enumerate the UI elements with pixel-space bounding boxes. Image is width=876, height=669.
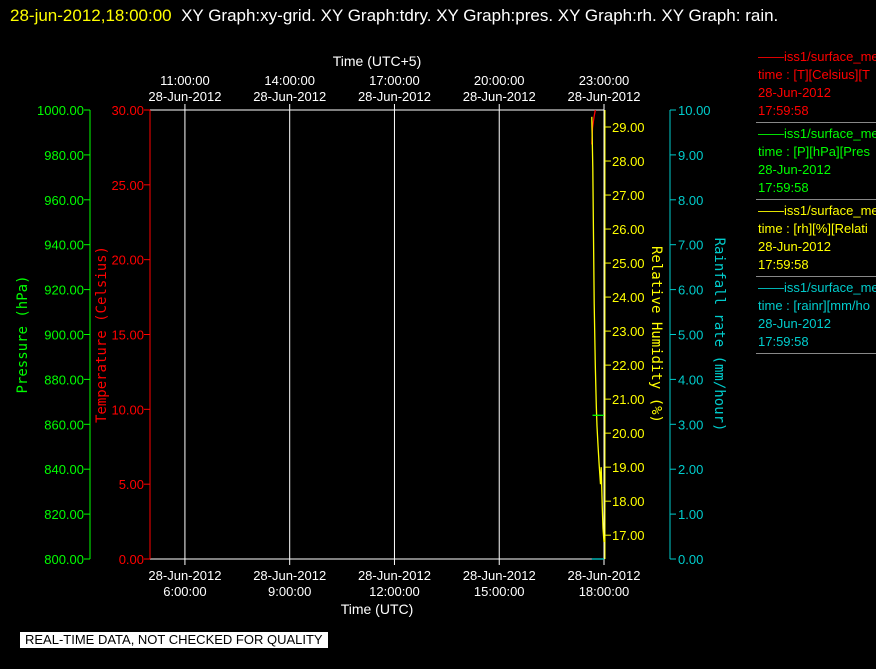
x-top-tick-label: 17:00:00 <box>369 73 420 88</box>
graph-title: 28-jun-2012,18:00:00 XY Graph:xy-grid. X… <box>10 2 850 30</box>
x-tick-label: 28-Jun-2012 <box>463 568 536 583</box>
rain-tick-label: 7.00 <box>678 238 703 253</box>
legend-line: ——iss1/surface_me <box>758 203 876 218</box>
rain-tick-label: 4.00 <box>678 372 703 387</box>
rain-tick-label: 0.00 <box>678 552 703 567</box>
rain-axis-label: Rainfall rate (mm/hour) <box>711 238 727 432</box>
x-top-tick-label: 14:00:00 <box>264 73 315 88</box>
x-top-tick-label: 28-Jun-2012 <box>253 89 326 104</box>
pres-tick-label: 800.00 <box>44 552 84 567</box>
x-top-tick-label: 28-Jun-2012 <box>568 89 641 104</box>
rh-axis-label: Relative Humidity (%) <box>648 246 664 423</box>
legend-line: ——iss1/surface_me <box>758 280 876 295</box>
tdry-tick-label: 25.00 <box>111 178 144 193</box>
graph-title-text: XY Graph:xy-grid. XY Graph:tdry. XY Grap… <box>181 6 779 25</box>
rh-tick-label: 17.00 <box>612 528 645 543</box>
legend-date: 28-Jun-2012 <box>758 316 831 331</box>
pres-tick-label: 820.00 <box>44 507 84 522</box>
x-top-axis-label: Time (UTC+5) <box>333 53 422 69</box>
rh-tick-label: 23.00 <box>612 324 645 339</box>
tdry-tick-label: 15.00 <box>111 328 144 343</box>
rh-tick-label: 24.00 <box>612 290 645 305</box>
legend-date: 28-Jun-2012 <box>758 85 831 100</box>
pres-tick-label: 960.00 <box>44 193 84 208</box>
tdry-tick-label: 10.00 <box>111 402 144 417</box>
legend-param: time : [P][hPa][Pres <box>758 144 870 159</box>
legend-time: 17:59:58 <box>758 257 809 272</box>
pres-tick-label: 840.00 <box>44 462 84 477</box>
legend-param: time : [T][Celsius][T <box>758 67 870 82</box>
legend-date: 28-Jun-2012 <box>758 239 831 254</box>
rain-tick-label: 9.00 <box>678 148 703 163</box>
x-axis-label: Time (UTC) <box>341 601 414 617</box>
rh-tick-label: 29.00 <box>612 120 645 135</box>
series-line-rh <box>591 116 605 543</box>
rh-tick-label: 20.00 <box>612 426 645 441</box>
legend-date: 28-Jun-2012 <box>758 162 831 177</box>
rh-tick-label: 25.00 <box>612 256 645 271</box>
x-tick-label: 28-Jun-2012 <box>253 568 326 583</box>
pres-tick-label: 940.00 <box>44 238 84 253</box>
tdry-axis-label: Temperature (Celsius) <box>94 246 110 423</box>
legend-line: ——iss1/surface_me <box>758 49 876 64</box>
pres-tick-label: 1000.00 <box>37 103 84 118</box>
x-tick-label: 15:00:00 <box>474 584 525 599</box>
legend-param: time : [rainr][mm/ho <box>758 298 870 313</box>
legend-param: time : [rh][%][Relati <box>758 221 868 236</box>
rain-tick-label: 1.00 <box>678 507 703 522</box>
x-top-tick-label: 28-Jun-2012 <box>148 89 221 104</box>
rh-tick-label: 19.00 <box>612 460 645 475</box>
rh-tick-label: 26.00 <box>612 222 645 237</box>
rh-tick-label: 28.00 <box>612 154 645 169</box>
graph-timestamp: 28-jun-2012,18:00:00 <box>10 6 172 25</box>
rain-tick-label: 6.00 <box>678 283 703 298</box>
pres-tick-label: 900.00 <box>44 328 84 343</box>
tdry-tick-label: 20.00 <box>111 253 144 268</box>
legend-time: 17:59:58 <box>758 180 809 195</box>
x-top-tick-label: 23:00:00 <box>579 73 630 88</box>
x-top-tick-label: 20:00:00 <box>474 73 525 88</box>
plot-frame <box>149 109 605 560</box>
x-tick-label: 28-Jun-2012 <box>148 568 221 583</box>
rain-tick-label: 2.00 <box>678 462 703 477</box>
legend-time: 17:59:58 <box>758 103 809 118</box>
tdry-tick-label: 5.00 <box>119 477 144 492</box>
pres-tick-label: 980.00 <box>44 148 84 163</box>
x-tick-label: 9:00:00 <box>268 584 311 599</box>
legend: ——iss1/surface_me time : [T][Celsius][T 28… <box>756 46 876 354</box>
legend-line: ——iss1/surface_me <box>758 126 876 141</box>
rh-tick-label: 22.00 <box>612 358 645 373</box>
quality-note: REAL-TIME DATA, NOT CHECKED FOR QUALITY <box>20 632 328 648</box>
rh-tick-label: 27.00 <box>612 188 645 203</box>
x-top-tick-label: 11:00:00 <box>160 73 210 88</box>
rain-tick-label: 10.00 <box>678 103 711 118</box>
rain-tick-label: 3.00 <box>678 417 703 432</box>
x-top-tick-label: 28-Jun-2012 <box>358 89 431 104</box>
x-top-tick-label: 28-Jun-2012 <box>463 89 536 104</box>
rh-tick-label: 21.00 <box>612 392 645 407</box>
rh-tick-label: 18.00 <box>612 494 645 509</box>
legend-time: 17:59:58 <box>758 334 809 349</box>
x-tick-label: 18:00:00 <box>579 584 630 599</box>
x-tick-label: 28-Jun-2012 <box>568 568 641 583</box>
pres-tick-label: 860.00 <box>44 417 84 432</box>
x-tick-label: 6:00:00 <box>163 584 206 599</box>
x-tick-label: 12:00:00 <box>369 584 420 599</box>
pres-tick-label: 920.00 <box>44 283 84 298</box>
rain-tick-label: 8.00 <box>678 193 703 208</box>
rain-tick-label: 5.00 <box>678 328 703 343</box>
pres-tick-label: 880.00 <box>44 372 84 387</box>
tdry-tick-label: 0.00 <box>119 552 144 567</box>
pres-axis-label: Pressure (hPa) <box>15 275 31 393</box>
x-tick-label: 28-Jun-2012 <box>358 568 431 583</box>
tdry-tick-label: 30.00 <box>111 103 144 118</box>
